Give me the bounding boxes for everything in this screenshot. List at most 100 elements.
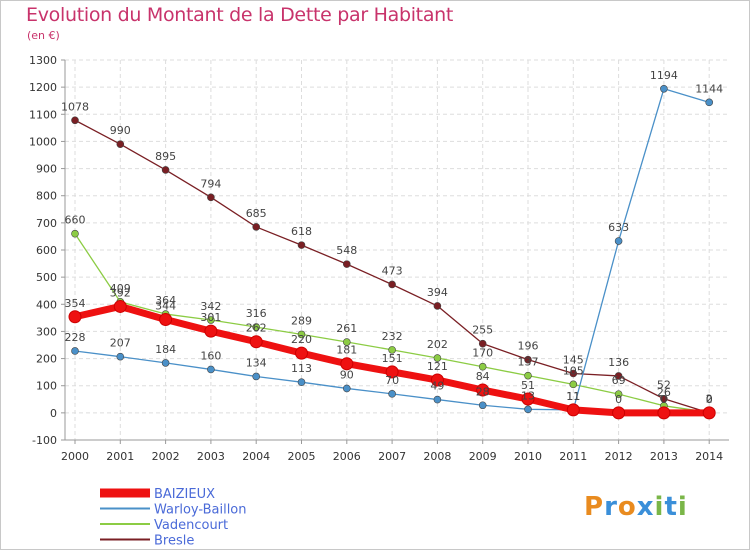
data-label: 409 bbox=[110, 282, 131, 295]
data-label: 301 bbox=[200, 311, 221, 324]
x-tick-label: 2012 bbox=[605, 450, 633, 463]
data-point bbox=[524, 355, 532, 364]
y-tick-label: 1000 bbox=[29, 135, 57, 148]
data-point bbox=[385, 365, 399, 379]
data-point bbox=[161, 359, 170, 367]
data-point bbox=[657, 406, 671, 420]
x-tick-label: 2008 bbox=[423, 450, 451, 463]
data-label: 0 bbox=[706, 393, 713, 406]
data-point bbox=[295, 346, 308, 360]
data-point bbox=[614, 237, 623, 245]
data-label: 136 bbox=[608, 356, 629, 369]
data-point bbox=[524, 371, 532, 380]
data-label: 685 bbox=[246, 207, 267, 220]
y-tick-label: 600 bbox=[36, 244, 57, 257]
data-point bbox=[297, 330, 306, 339]
data-point bbox=[660, 84, 668, 93]
data-label: 151 bbox=[382, 352, 403, 365]
y-tick-label: -100 bbox=[32, 434, 57, 447]
y-tick-label: 100 bbox=[36, 380, 57, 393]
data-label: 84 bbox=[476, 370, 490, 383]
data-label: 2 bbox=[706, 392, 713, 405]
data-label: 51 bbox=[521, 379, 535, 392]
data-label: 145 bbox=[563, 354, 584, 367]
x-tick-label: 2014 bbox=[695, 450, 723, 463]
data-label: 160 bbox=[200, 349, 221, 362]
y-tick-label: 900 bbox=[36, 163, 57, 176]
y-tick-label: 200 bbox=[36, 353, 57, 366]
y-tick-label: 300 bbox=[36, 325, 57, 338]
data-point bbox=[433, 395, 442, 404]
data-label: 1078 bbox=[61, 100, 89, 113]
data-point bbox=[705, 98, 714, 107]
data-point bbox=[159, 312, 173, 326]
data-label: 289 bbox=[291, 314, 312, 327]
data-label: 52 bbox=[657, 379, 671, 392]
data-point bbox=[388, 346, 396, 354]
data-label: 344 bbox=[155, 299, 176, 312]
data-point bbox=[614, 390, 623, 398]
x-tick-label: 2004 bbox=[242, 450, 270, 463]
data-point bbox=[204, 324, 218, 338]
data-label: 548 bbox=[336, 244, 357, 257]
data-point bbox=[68, 310, 82, 324]
data-label: 69 bbox=[612, 374, 626, 387]
data-point bbox=[297, 378, 306, 386]
data-label: 220 bbox=[291, 333, 312, 346]
data-point bbox=[433, 302, 442, 310]
data-label: 90 bbox=[340, 368, 354, 381]
data-label: 202 bbox=[427, 338, 448, 351]
data-label: 181 bbox=[336, 344, 357, 357]
data-point bbox=[569, 369, 578, 378]
x-tick-label: 2010 bbox=[514, 450, 542, 463]
data-point bbox=[342, 384, 351, 393]
data-label: 0 bbox=[706, 393, 713, 406]
data-label: 794 bbox=[200, 177, 221, 190]
data-label: 49 bbox=[430, 380, 444, 393]
data-point bbox=[71, 229, 79, 238]
legend-label: Warloy-Baillon bbox=[154, 503, 247, 518]
x-tick-label: 2002 bbox=[152, 450, 180, 463]
data-label: 1194 bbox=[650, 69, 678, 82]
chart-title: Evolution du Montant de la Dette par Hab… bbox=[26, 4, 454, 26]
y-tick-label: 800 bbox=[36, 190, 57, 203]
data-point bbox=[388, 280, 396, 289]
legend-label: Bresle bbox=[154, 534, 194, 549]
legend-label: Vadencourt bbox=[154, 518, 228, 533]
data-point bbox=[342, 260, 351, 268]
data-point bbox=[207, 365, 215, 374]
data-point bbox=[430, 373, 444, 387]
x-tick-label: 2001 bbox=[106, 450, 134, 463]
data-label: 113 bbox=[291, 362, 312, 375]
data-label: 28 bbox=[476, 385, 490, 398]
data-point bbox=[566, 403, 580, 417]
data-label: 137 bbox=[518, 356, 539, 369]
x-tick-label: 2013 bbox=[650, 450, 678, 463]
data-point bbox=[524, 405, 532, 414]
data-label: 13 bbox=[521, 389, 535, 402]
data-point bbox=[478, 401, 487, 410]
data-label: 228 bbox=[65, 331, 86, 344]
data-point bbox=[340, 357, 354, 371]
chart-unit-label: (en €) bbox=[27, 29, 60, 42]
data-point bbox=[71, 347, 79, 355]
data-label: 262 bbox=[246, 322, 267, 335]
y-tick-label: 500 bbox=[36, 271, 57, 284]
data-point bbox=[71, 116, 79, 125]
data-point bbox=[478, 339, 487, 348]
data-point bbox=[207, 316, 215, 324]
data-point bbox=[113, 299, 127, 313]
x-tick-label: 2011 bbox=[559, 450, 587, 463]
data-label: 11 bbox=[566, 390, 580, 403]
data-point bbox=[297, 241, 306, 249]
y-tick-label: 1300 bbox=[29, 54, 57, 67]
data-label: 134 bbox=[246, 356, 267, 369]
data-label: 121 bbox=[427, 360, 448, 373]
data-label: 473 bbox=[382, 264, 403, 277]
data-point bbox=[433, 354, 442, 362]
data-label: 261 bbox=[336, 322, 357, 335]
y-tick-label: 0 bbox=[50, 407, 57, 420]
data-point bbox=[569, 380, 578, 389]
data-label: 342 bbox=[200, 300, 221, 313]
data-point bbox=[388, 390, 396, 398]
